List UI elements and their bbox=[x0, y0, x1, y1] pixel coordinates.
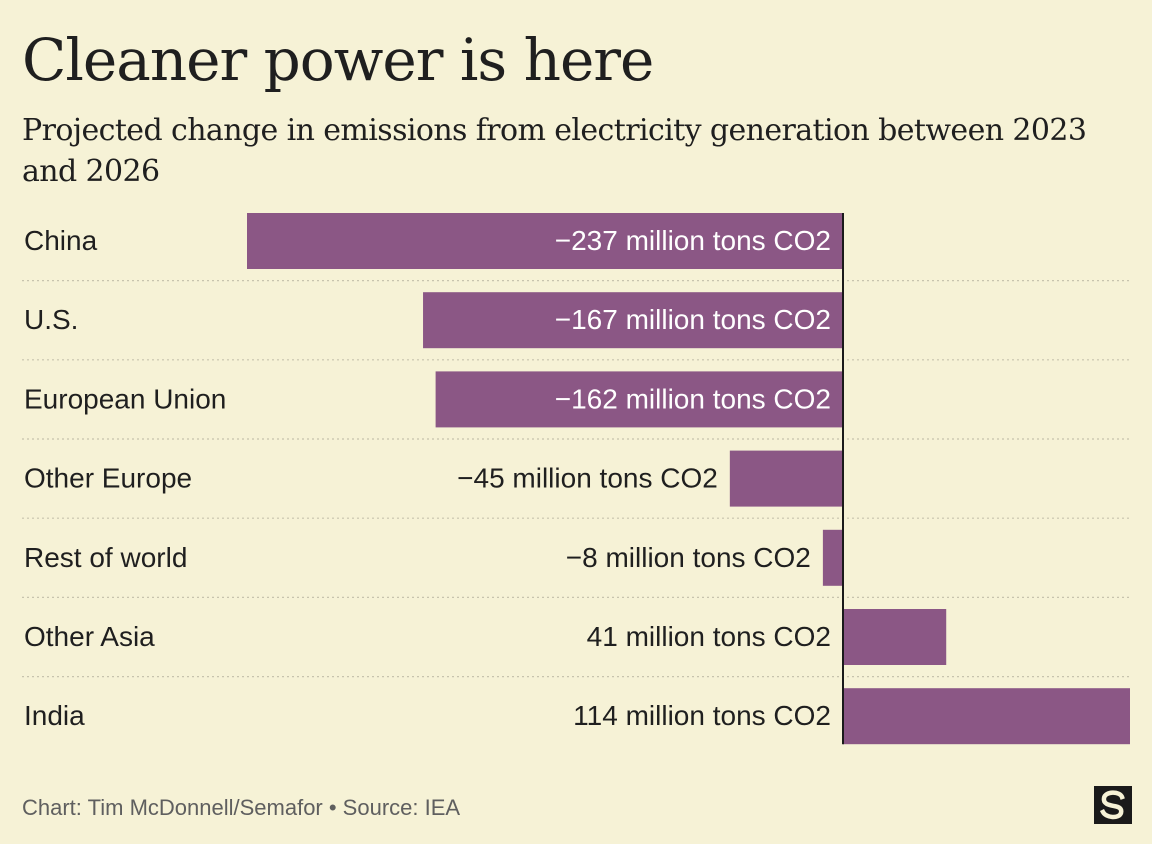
data-label: −162 million tons CO2 bbox=[555, 383, 831, 414]
bar bbox=[423, 292, 843, 349]
category-label: Other Europe bbox=[24, 463, 192, 494]
data-label: −237 million tons CO2 bbox=[555, 225, 831, 256]
data-label: −45 million tons CO2 bbox=[457, 463, 718, 494]
category-label: U.S. bbox=[24, 304, 78, 335]
bar bbox=[247, 213, 843, 269]
data-label: −8 million tons CO2 bbox=[566, 542, 811, 573]
bar bbox=[822, 529, 843, 586]
bar bbox=[843, 609, 947, 665]
semafor-logo-icon bbox=[1094, 786, 1132, 824]
bar bbox=[435, 371, 843, 428]
data-label: −167 million tons CO2 bbox=[555, 304, 831, 335]
category-label: European Union bbox=[24, 383, 226, 414]
category-label: India bbox=[24, 700, 85, 731]
category-label: China bbox=[24, 225, 98, 256]
chart-title: Cleaner power is here bbox=[22, 26, 654, 94]
bar bbox=[729, 450, 843, 507]
category-label: Other Asia bbox=[24, 621, 155, 652]
data-label: 41 million tons CO2 bbox=[587, 621, 831, 652]
chart-subtitle: Projected change in emissions from elect… bbox=[22, 113, 1087, 189]
category-label: Rest of world bbox=[24, 542, 187, 573]
bar bbox=[843, 688, 1130, 745]
data-label: 114 million tons CO2 bbox=[573, 700, 831, 731]
chart-credit: Chart: Tim McDonnell/Semafor • Source: I… bbox=[22, 795, 461, 820]
